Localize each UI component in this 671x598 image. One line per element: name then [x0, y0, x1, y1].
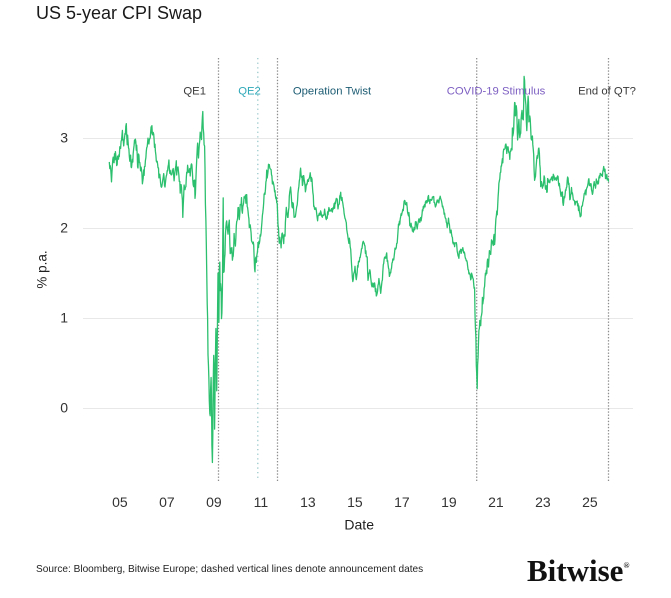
svg-text:23: 23	[535, 494, 551, 510]
svg-text:25: 25	[582, 494, 598, 510]
svg-text:15: 15	[347, 494, 363, 510]
svg-text:QE1: QE1	[183, 85, 206, 97]
svg-text:End of QT?: End of QT?	[578, 85, 636, 97]
svg-text:Date: Date	[344, 517, 374, 533]
svg-text:1: 1	[60, 309, 68, 325]
svg-text:05: 05	[112, 494, 128, 510]
svg-text:17: 17	[394, 494, 410, 510]
svg-text:Operation Twist: Operation Twist	[293, 85, 372, 97]
svg-text:21: 21	[488, 494, 504, 510]
svg-text:09: 09	[206, 494, 222, 510]
svg-text:COVID-19 Stimulus: COVID-19 Stimulus	[447, 85, 546, 97]
svg-text:0: 0	[60, 399, 68, 415]
svg-text:19: 19	[441, 494, 457, 510]
svg-text:3: 3	[60, 129, 68, 145]
svg-text:2: 2	[60, 219, 68, 235]
svg-text:QE2: QE2	[238, 85, 261, 97]
svg-text:13: 13	[300, 494, 316, 510]
svg-text:11: 11	[254, 494, 269, 510]
svg-text:% p.a.: % p.a.	[35, 250, 50, 288]
svg-text:07: 07	[159, 494, 175, 510]
